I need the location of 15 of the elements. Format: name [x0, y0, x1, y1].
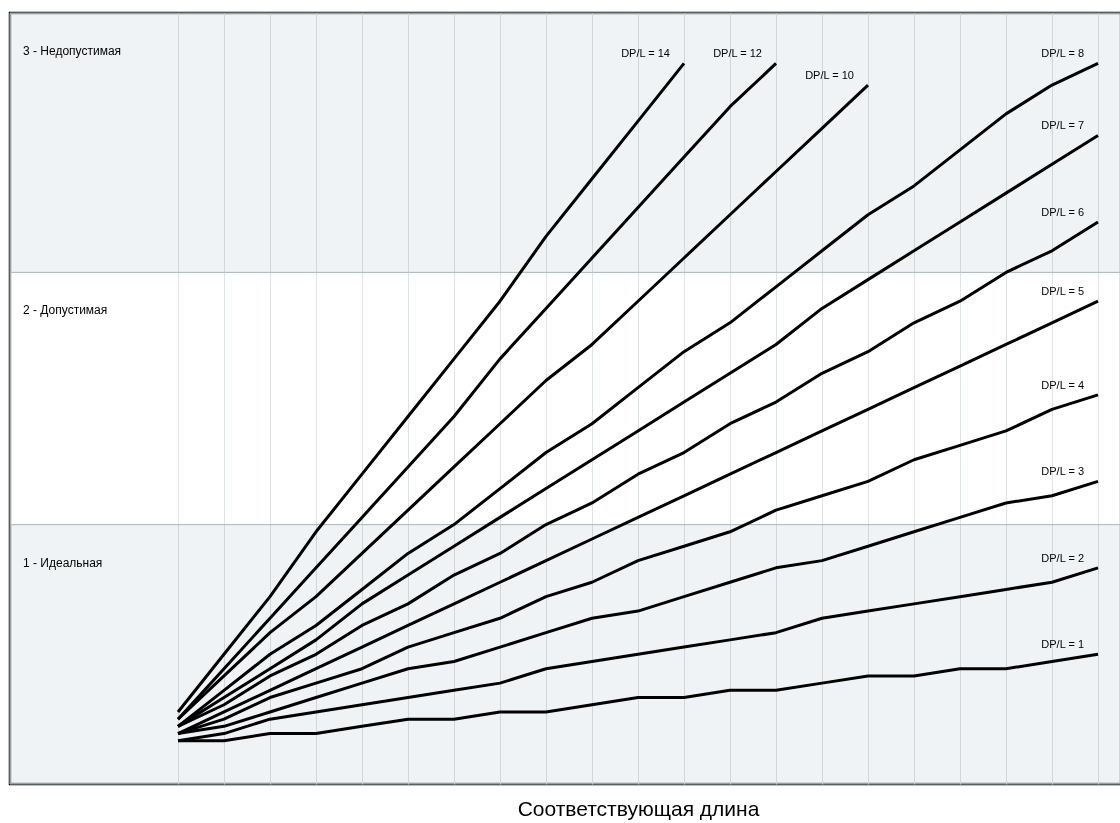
series-label: DP/L = 5	[1041, 285, 1084, 298]
series-label: DP/L = 4	[1041, 378, 1084, 391]
series-label: DP/L = 8	[1041, 47, 1084, 60]
band-label: 2 - Допустимая	[23, 303, 108, 318]
series-label: DP/L = 10	[805, 69, 854, 82]
series-label: DP/L = 6	[1041, 205, 1084, 218]
series-label: DP/L = 3	[1041, 465, 1084, 478]
x-axis-title: Соответствующая длина	[517, 796, 760, 820]
series-label: DP/L = 7	[1041, 119, 1084, 132]
series-label: DP/L = 2	[1041, 551, 1084, 564]
band-label: 1 - Идеальная	[23, 555, 103, 570]
series-label: DP/L = 1	[1041, 638, 1084, 651]
series-label: DP/L = 12	[713, 47, 762, 60]
band-label: 3 - Недопустимая	[23, 44, 122, 58]
series-label: DP/L = 14	[621, 47, 670, 60]
